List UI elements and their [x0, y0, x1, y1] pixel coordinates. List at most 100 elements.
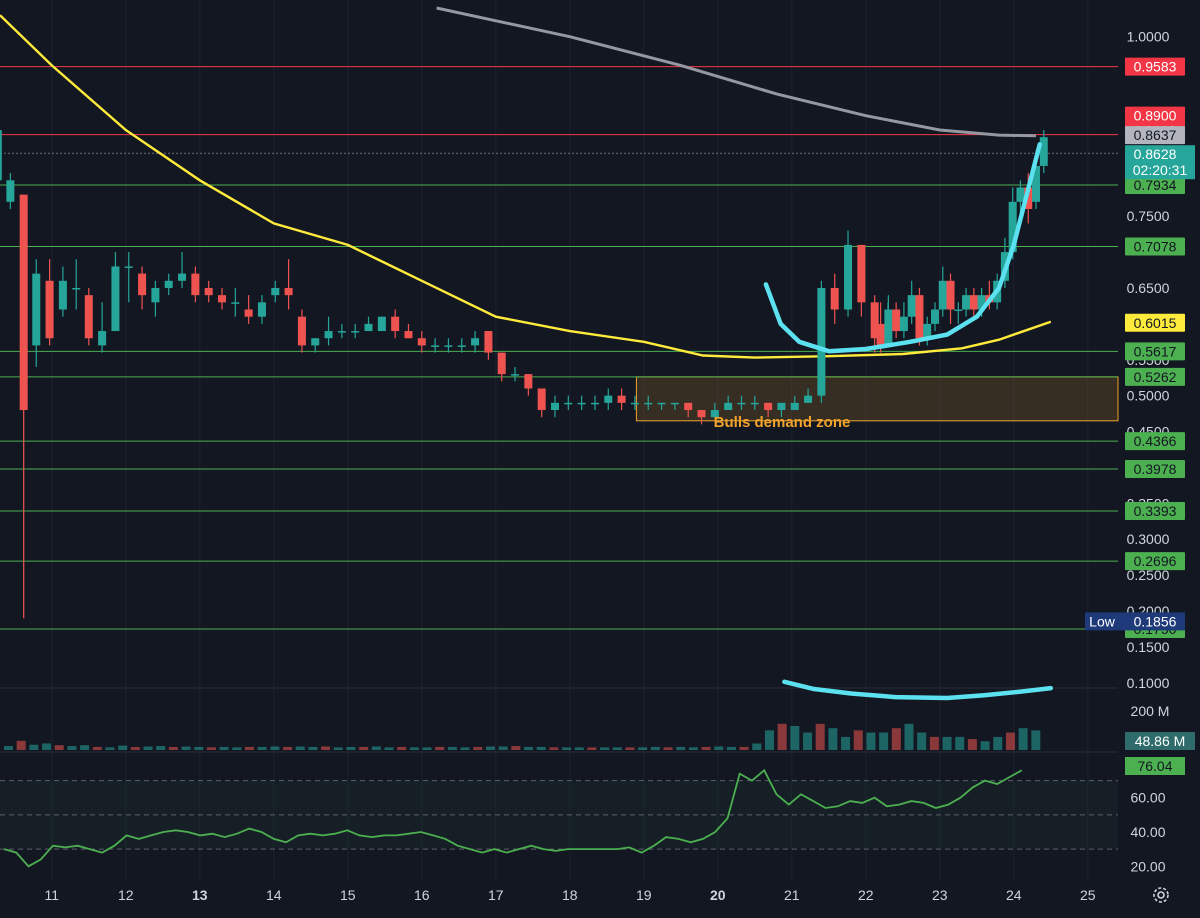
- level-tag: 0.9583: [1134, 59, 1177, 75]
- candle-body: [337, 331, 346, 333]
- level-tag-bg: [1125, 367, 1185, 386]
- volume-bar: [283, 746, 293, 750]
- rsi-tag-bg: [1125, 757, 1185, 775]
- demand-zone: [635, 376, 1119, 422]
- candle-body: [804, 395, 813, 403]
- candle-body: [907, 295, 916, 317]
- volume-bar: [168, 746, 178, 750]
- time-tick-label: 16: [414, 887, 430, 903]
- volume-bar: [270, 746, 280, 750]
- demand-zone-box: [635, 376, 1119, 422]
- candle-body: [377, 316, 386, 332]
- candle-body: [617, 395, 626, 403]
- candle-body: [1008, 201, 1017, 253]
- volume-bar: [143, 746, 153, 750]
- volume-bar: [917, 732, 927, 750]
- volume-current-label: 48.86 M: [1135, 733, 1186, 749]
- time-tick-label: 14: [266, 887, 282, 903]
- candle-body: [537, 388, 546, 411]
- current-price-tag: 0.8628: [1134, 146, 1177, 162]
- volume-bar: [726, 746, 736, 750]
- volume-bar: [841, 736, 851, 750]
- price-tick-label: 1.0000: [1127, 29, 1170, 45]
- settings-gear-icon[interactable]: [1150, 884, 1172, 906]
- volume-bar: [638, 747, 648, 750]
- volume-bar: [650, 746, 660, 750]
- candle-body: [164, 280, 173, 288]
- candle-body: [45, 280, 54, 339]
- volume-bar: [333, 747, 343, 750]
- candle-body: [1039, 137, 1048, 166]
- volume-bar: [714, 746, 724, 750]
- rsi-tick-label: 20.00: [1130, 858, 1165, 874]
- candle-body: [1016, 187, 1025, 202]
- ma-yellow-line: [0, 14, 1052, 359]
- volume-bar: [54, 745, 64, 750]
- volume-bar: [346, 746, 356, 750]
- volume-bar: [29, 744, 39, 750]
- candle-body: [431, 345, 440, 347]
- volume-bar: [904, 723, 914, 750]
- candle-body: [938, 280, 947, 310]
- volume-bar: [828, 728, 838, 750]
- candle-body: [351, 331, 360, 333]
- time-tick-label: 20: [710, 887, 726, 903]
- candle-body: [710, 410, 719, 418]
- volume-bar: [993, 736, 1003, 750]
- time-tick-label: 15: [340, 887, 356, 903]
- candle-body: [1024, 187, 1033, 210]
- volume-cyan-curve: [782, 679, 1054, 701]
- demand-zone-label: Bulls demand zone: [714, 414, 851, 431]
- volume-bar: [536, 746, 546, 750]
- volume-bar: [447, 746, 457, 750]
- candle-body: [497, 352, 506, 375]
- candle-body: [899, 316, 908, 332]
- candle-body: [870, 302, 879, 339]
- volume-bar: [879, 732, 889, 750]
- extra-tag: 0.6015: [1134, 315, 1177, 331]
- candle-body: [58, 280, 67, 310]
- candle-body: [524, 374, 533, 389]
- level-tag: 0.3978: [1134, 461, 1177, 477]
- candle-body: [884, 309, 893, 346]
- extra-tag-bg: [1125, 313, 1185, 332]
- volume-bar: [473, 746, 483, 750]
- ma-gray-line: [436, 6, 1037, 138]
- candle-body: [750, 402, 759, 405]
- low-tag-bg: [1085, 612, 1185, 631]
- candle-body: [724, 402, 733, 411]
- volume-bar: [80, 745, 90, 750]
- volume-bar: [752, 743, 762, 750]
- candle-body: [817, 287, 826, 396]
- candle-body: [391, 316, 400, 332]
- gray-ma-tag: 0.8637: [1134, 127, 1177, 143]
- volume-bar: [16, 740, 26, 750]
- candle-body: [0, 130, 2, 181]
- level-tag-bg: [1125, 342, 1185, 361]
- time-tick-label: 17: [488, 887, 504, 903]
- candle-body: [484, 331, 493, 353]
- volume-bar: [371, 746, 381, 750]
- volume-bar: [942, 736, 952, 750]
- candle-body: [764, 402, 773, 411]
- candle-body: [218, 295, 226, 303]
- volume-bar: [409, 747, 419, 750]
- level-tag: 0.7078: [1134, 238, 1177, 254]
- candle-body: [830, 287, 839, 310]
- low-tag-prefix: Low: [1089, 613, 1116, 629]
- time-tick-label: 25: [1080, 887, 1096, 903]
- volume-bar: [219, 746, 229, 750]
- time-tick-label: 11: [45, 887, 60, 903]
- level-tag-bg: [1125, 460, 1185, 479]
- rsi-tick-label: 40.00: [1130, 824, 1165, 840]
- volume-bar: [67, 746, 77, 750]
- volume-bar: [676, 746, 686, 750]
- volume-bar: [549, 747, 559, 750]
- candle-body: [124, 266, 133, 268]
- candle-body: [604, 395, 613, 403]
- volume-bar: [980, 741, 990, 750]
- rsi-tick-label: 60.00: [1130, 790, 1165, 806]
- time-tick-label: 19: [636, 887, 652, 903]
- volume-bar: [764, 730, 774, 750]
